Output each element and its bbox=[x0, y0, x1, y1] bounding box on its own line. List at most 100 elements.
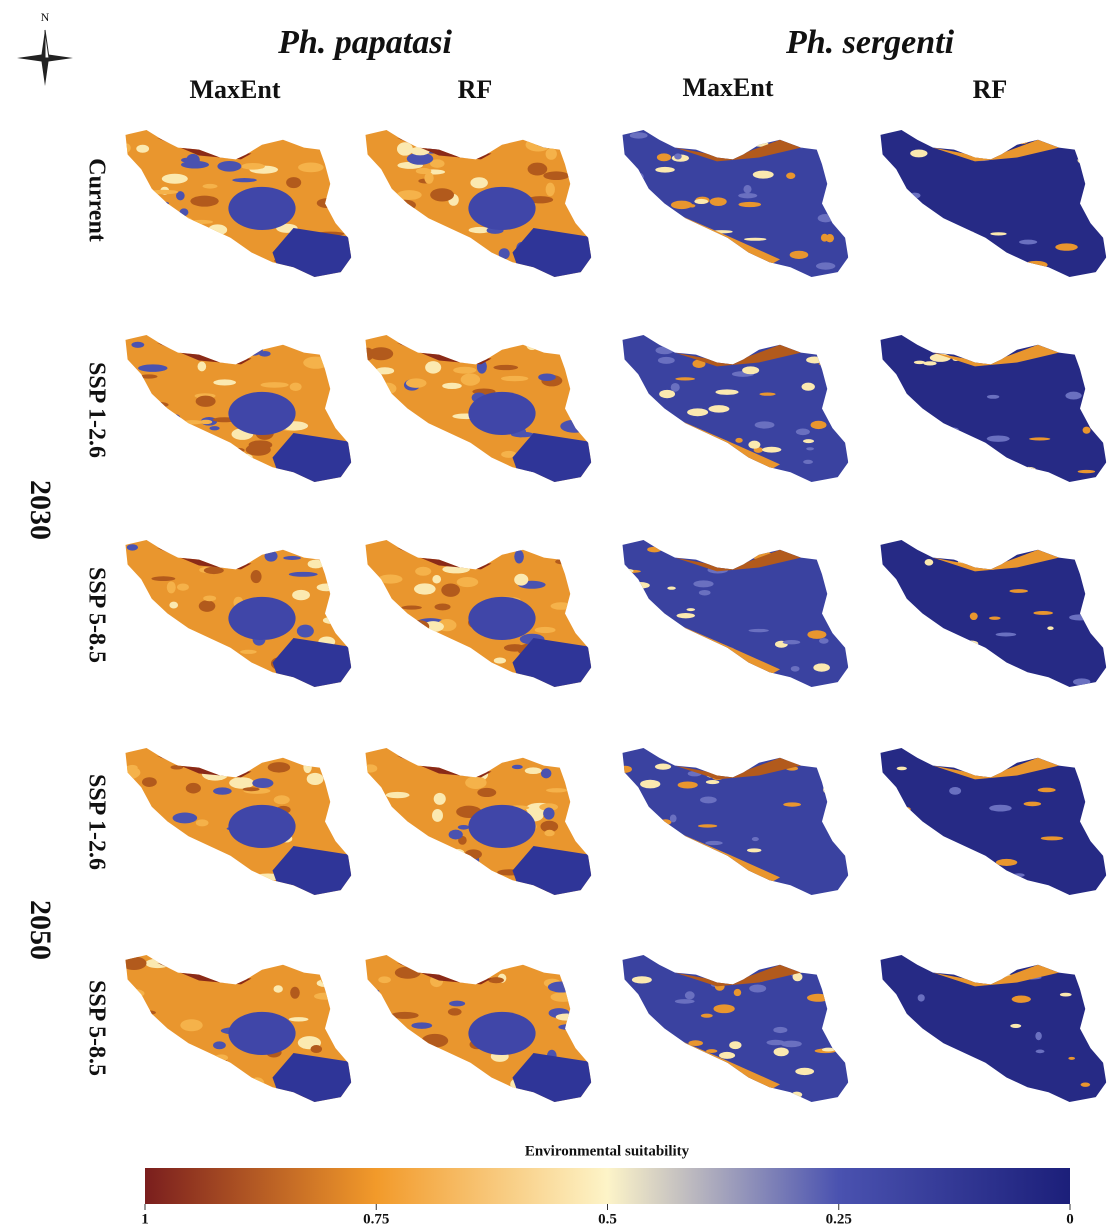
map-patch bbox=[273, 795, 290, 805]
map-patch bbox=[762, 446, 782, 453]
map-patch bbox=[706, 967, 718, 975]
map bbox=[880, 540, 1107, 688]
map-patch bbox=[411, 221, 433, 226]
map-patch bbox=[524, 767, 542, 775]
map bbox=[365, 955, 592, 1103]
map-patch bbox=[1010, 1023, 1022, 1028]
map-patch bbox=[233, 447, 245, 453]
map-patch bbox=[1059, 992, 1072, 997]
map-patch bbox=[669, 814, 677, 823]
compass-north: N bbox=[41, 10, 50, 24]
map-patch bbox=[412, 843, 440, 857]
map-patch bbox=[560, 419, 589, 433]
map-patch bbox=[670, 200, 693, 210]
map-patch bbox=[250, 570, 262, 584]
map-fill bbox=[622, 748, 849, 896]
map-patch bbox=[766, 1039, 785, 1046]
map-patch bbox=[202, 183, 218, 189]
map-patch bbox=[917, 994, 925, 1002]
map-patch bbox=[963, 640, 979, 647]
row-label: SSP 5-8.5 bbox=[83, 567, 109, 663]
map bbox=[125, 335, 352, 483]
map-patch bbox=[514, 549, 524, 564]
map-patch bbox=[1011, 995, 1031, 1003]
map-patch bbox=[751, 959, 766, 966]
map-fill bbox=[880, 540, 1107, 688]
map-patch bbox=[510, 431, 534, 438]
map-base bbox=[880, 130, 1107, 278]
map-patch bbox=[553, 540, 580, 553]
map-patch bbox=[288, 571, 318, 577]
map-core bbox=[228, 1011, 296, 1055]
map-patch bbox=[655, 166, 675, 173]
map-patch bbox=[622, 765, 632, 773]
map-fill bbox=[125, 955, 352, 1103]
map-patch bbox=[159, 847, 179, 856]
map-patch bbox=[241, 163, 265, 170]
map-patch bbox=[375, 199, 393, 208]
map-patch bbox=[425, 361, 442, 374]
map-patch bbox=[378, 976, 391, 984]
map-patch bbox=[375, 367, 395, 375]
tick-label: 0.75 bbox=[363, 1211, 389, 1227]
map-patch bbox=[923, 361, 937, 366]
map-patch bbox=[125, 1019, 151, 1033]
map-patch bbox=[447, 354, 469, 359]
map-patch bbox=[415, 566, 432, 576]
map-core bbox=[228, 596, 296, 640]
map-patch bbox=[197, 361, 207, 372]
map-patch bbox=[391, 658, 402, 669]
map-patch bbox=[403, 669, 415, 680]
map-patch bbox=[550, 992, 576, 1002]
map-patch bbox=[684, 864, 701, 870]
map-core bbox=[228, 186, 296, 230]
map-patch bbox=[705, 780, 720, 785]
map-patch bbox=[552, 753, 567, 761]
map-patch bbox=[718, 467, 735, 475]
map-patch bbox=[713, 1004, 735, 1014]
map-patch bbox=[501, 450, 517, 458]
map-patch bbox=[986, 394, 1000, 399]
tick-label: 0.5 bbox=[598, 1211, 617, 1227]
map-patch bbox=[660, 640, 671, 644]
map bbox=[622, 955, 849, 1103]
map-patch bbox=[654, 763, 672, 770]
map-patch bbox=[807, 630, 827, 639]
map-patch bbox=[995, 632, 1017, 637]
map-patch bbox=[136, 144, 150, 153]
map-patch bbox=[818, 361, 838, 366]
map-patch bbox=[686, 608, 696, 612]
map-patch bbox=[322, 616, 340, 624]
map-patch bbox=[155, 250, 169, 262]
map-patch bbox=[687, 408, 709, 417]
map-patch bbox=[674, 640, 682, 645]
map-patch bbox=[902, 875, 920, 881]
map-patch bbox=[191, 549, 209, 557]
map-patch bbox=[129, 421, 146, 435]
map-patch bbox=[131, 341, 145, 348]
map-patch bbox=[145, 958, 171, 969]
map-patch bbox=[125, 667, 143, 680]
map-patch bbox=[143, 1010, 156, 1015]
map-patch bbox=[735, 437, 743, 443]
map-patch bbox=[705, 840, 723, 846]
map-core bbox=[468, 804, 536, 848]
map-patch bbox=[540, 768, 552, 779]
map-patch bbox=[378, 574, 403, 584]
map-patch bbox=[442, 382, 462, 390]
map-patch bbox=[628, 1011, 638, 1021]
map-patch bbox=[752, 170, 774, 179]
map-patch bbox=[1033, 611, 1053, 615]
map-patch bbox=[1068, 1056, 1075, 1060]
map bbox=[880, 130, 1107, 278]
map-patch bbox=[527, 162, 548, 176]
map-patch bbox=[229, 777, 255, 789]
map-patch bbox=[720, 448, 731, 452]
map-patch bbox=[692, 359, 706, 368]
map-patch bbox=[819, 638, 829, 644]
map-patch bbox=[498, 248, 510, 260]
map-patch bbox=[813, 663, 830, 672]
map-patch bbox=[643, 837, 656, 844]
map-patch bbox=[137, 230, 157, 240]
map-patch bbox=[677, 781, 698, 789]
